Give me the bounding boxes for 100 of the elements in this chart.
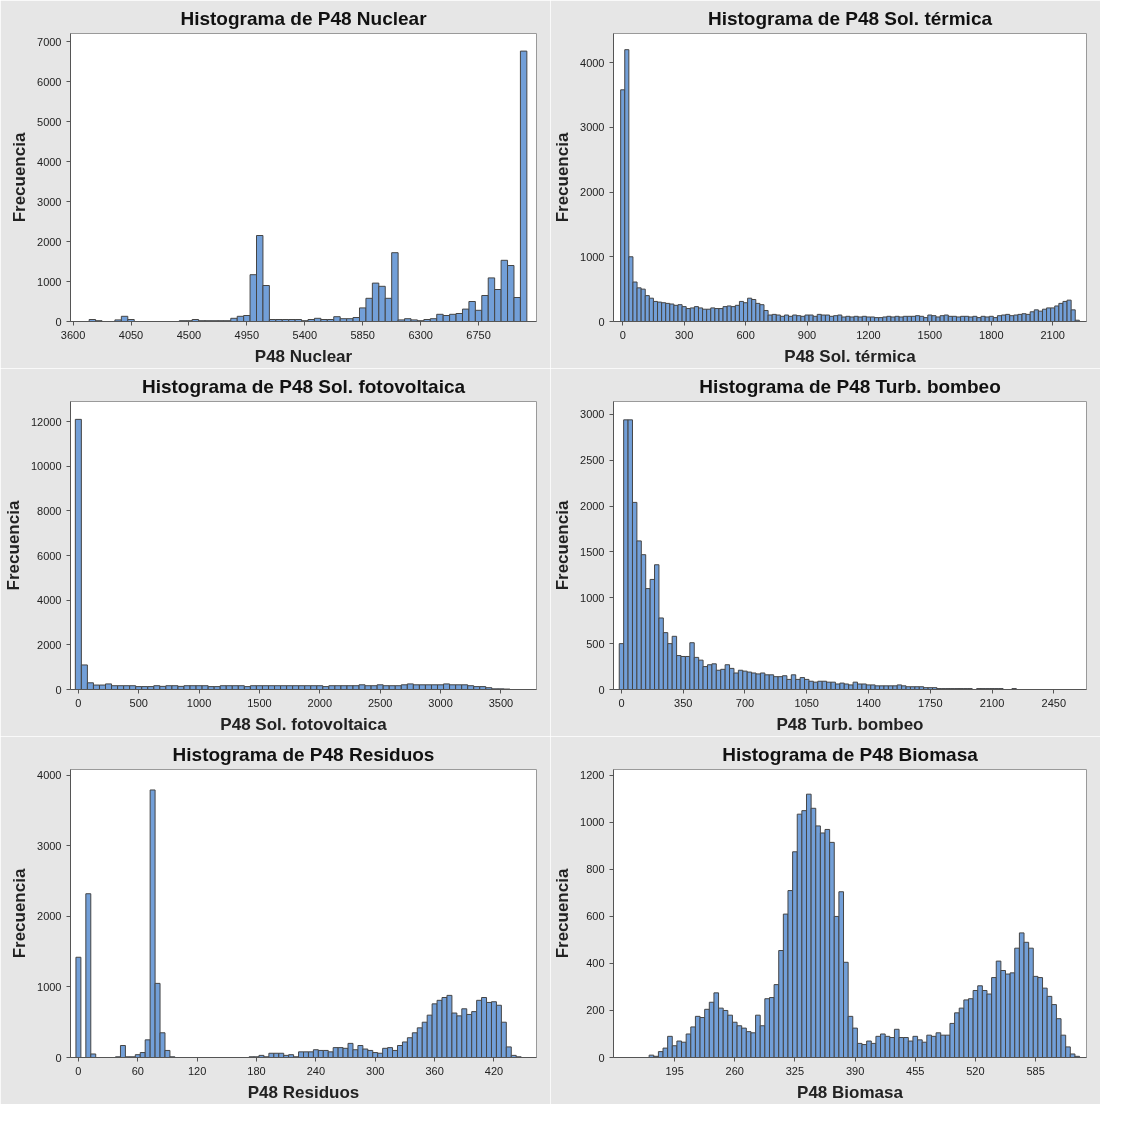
x-tick-label: 240 bbox=[306, 1064, 326, 1077]
x-tick-label: 6300 bbox=[408, 328, 433, 341]
x-tick-label: 600 bbox=[736, 328, 755, 341]
y-tick-label: 3000 bbox=[580, 121, 605, 134]
chart-title: Histograma de P48 Sol. fotovoltaica bbox=[141, 375, 466, 397]
x-tick-label: 4950 bbox=[234, 328, 260, 341]
x-tick-label: 4050 bbox=[118, 328, 144, 341]
x-tick-label: 700 bbox=[735, 696, 755, 709]
x-tick-label: 6750 bbox=[466, 328, 491, 341]
x-axis-title: P48 Sol. fotovoltaica bbox=[220, 714, 388, 734]
y-tick-label: 2500 bbox=[580, 454, 605, 467]
y-tick-label: 200 bbox=[586, 1004, 605, 1017]
y-tick-label: 2000 bbox=[580, 186, 605, 199]
x-tick-label: 0 bbox=[75, 1064, 82, 1077]
x-tick-label: 195 bbox=[665, 1064, 684, 1077]
x-tick-label: 900 bbox=[797, 328, 817, 341]
x-tick-label: 60 bbox=[131, 1064, 144, 1077]
x-tick-label: 2500 bbox=[367, 696, 393, 709]
y-tick-label: 0 bbox=[55, 315, 62, 328]
x-tick-label: 2000 bbox=[307, 696, 333, 709]
x-tick-label: 300 bbox=[366, 1064, 385, 1077]
y-tick-label: 1000 bbox=[580, 591, 605, 604]
x-tick-label: 390 bbox=[845, 1064, 865, 1077]
y-tick-label: 600 bbox=[586, 910, 605, 923]
x-tick-label: 120 bbox=[187, 1064, 207, 1077]
y-tick-label: 7000 bbox=[37, 35, 62, 48]
y-tick-label: 500 bbox=[586, 637, 605, 650]
x-tick-label: 180 bbox=[247, 1064, 266, 1077]
x-tick-label: 350 bbox=[674, 696, 693, 709]
x-tick-label: 3600 bbox=[60, 328, 86, 341]
y-axis-title: Frecuencia bbox=[3, 500, 23, 591]
x-tick-label: 1000 bbox=[186, 696, 212, 709]
y-axis-title: Frecuencia bbox=[553, 500, 573, 591]
y-tick-label: 10000 bbox=[30, 460, 62, 473]
x-tick-label: 260 bbox=[725, 1064, 744, 1077]
y-tick-label: 6000 bbox=[37, 75, 62, 88]
x-tick-label: 2100 bbox=[979, 696, 1005, 709]
chart-title: Histograma de P48 Sol. térmica bbox=[707, 7, 993, 29]
y-tick-label: 0 bbox=[55, 683, 62, 696]
x-tick-label: 3500 bbox=[488, 696, 514, 709]
y-tick-label: 400 bbox=[586, 957, 605, 970]
x-tick-label: 0 bbox=[75, 696, 82, 709]
x-tick-label: 1200 bbox=[856, 328, 881, 341]
x-axis-title: P48 Biomasa bbox=[797, 1082, 904, 1102]
chart-title: Histograma de P48 Nuclear bbox=[180, 7, 428, 29]
x-tick-label: 1800 bbox=[979, 328, 1004, 341]
x-tick-label: 2100 bbox=[1040, 328, 1065, 341]
y-tick-label: 4000 bbox=[37, 594, 62, 607]
y-tick-label: 3000 bbox=[37, 195, 62, 208]
y-tick-label: 1000 bbox=[580, 250, 605, 263]
x-tick-label: 1050 bbox=[794, 696, 820, 709]
chart-title: Histograma de P48 Residuos bbox=[172, 743, 435, 765]
x-tick-label: 360 bbox=[425, 1064, 444, 1077]
y-axis-title: Frecuencia bbox=[553, 868, 573, 959]
x-tick-label: 520 bbox=[966, 1064, 985, 1077]
y-tick-label: 800 bbox=[586, 863, 605, 876]
y-axis-title: Frecuencia bbox=[10, 868, 30, 959]
y-tick-label: 0 bbox=[598, 1051, 605, 1064]
x-tick-label: 5400 bbox=[292, 328, 318, 341]
y-tick-label: 4000 bbox=[37, 155, 62, 168]
x-tick-label: 420 bbox=[484, 1064, 504, 1077]
y-tick-label: 12000 bbox=[30, 415, 62, 428]
y-tick-label: 3000 bbox=[580, 408, 605, 421]
y-tick-label: 8000 bbox=[37, 504, 62, 517]
x-tick-label: 3000 bbox=[428, 696, 453, 709]
x-tick-label: 455 bbox=[906, 1064, 925, 1077]
y-tick-label: 0 bbox=[598, 683, 605, 696]
x-tick-label: 5850 bbox=[350, 328, 375, 341]
x-tick-label: 0 bbox=[618, 696, 625, 709]
x-tick-label: 1400 bbox=[856, 696, 881, 709]
y-tick-label: 0 bbox=[598, 315, 605, 328]
chart-title: Histograma de P48 Turb. bombeo bbox=[699, 375, 1001, 397]
x-tick-label: 325 bbox=[785, 1064, 805, 1077]
y-tick-label: 1200 bbox=[580, 769, 605, 782]
y-tick-label: 4000 bbox=[37, 769, 62, 782]
y-tick-label: 6000 bbox=[37, 549, 62, 562]
x-axis-title: P48 Residuos bbox=[247, 1082, 360, 1102]
x-tick-label: 1500 bbox=[917, 328, 943, 341]
y-tick-label: 5000 bbox=[37, 115, 62, 128]
y-axis-title: Frecuencia bbox=[553, 132, 573, 223]
y-tick-label: 2000 bbox=[580, 500, 605, 513]
y-axis-title: Frecuencia bbox=[10, 132, 30, 223]
x-tick-label: 300 bbox=[674, 328, 694, 341]
x-axis-title: P48 Sol. térmica bbox=[784, 346, 917, 366]
x-tick-label: 4500 bbox=[176, 328, 202, 341]
y-tick-label: 2000 bbox=[37, 638, 62, 651]
y-tick-label: 1000 bbox=[37, 980, 62, 993]
x-tick-label: 585 bbox=[1026, 1064, 1045, 1077]
x-tick-label: 1500 bbox=[247, 696, 272, 709]
x-tick-label: 2450 bbox=[1041, 696, 1067, 709]
x-tick-label: 1750 bbox=[918, 696, 943, 709]
y-tick-label: 2000 bbox=[37, 910, 62, 923]
x-tick-label: 0 bbox=[619, 328, 626, 341]
x-tick-label: 500 bbox=[129, 696, 148, 709]
y-tick-label: 2000 bbox=[37, 235, 62, 248]
y-tick-label: 1500 bbox=[580, 545, 605, 558]
y-tick-label: 1000 bbox=[580, 816, 605, 829]
x-axis-title: P48 Turb. bombeo bbox=[776, 714, 924, 734]
y-tick-label: 1000 bbox=[37, 275, 62, 288]
x-axis-title: P48 Nuclear bbox=[254, 346, 353, 366]
